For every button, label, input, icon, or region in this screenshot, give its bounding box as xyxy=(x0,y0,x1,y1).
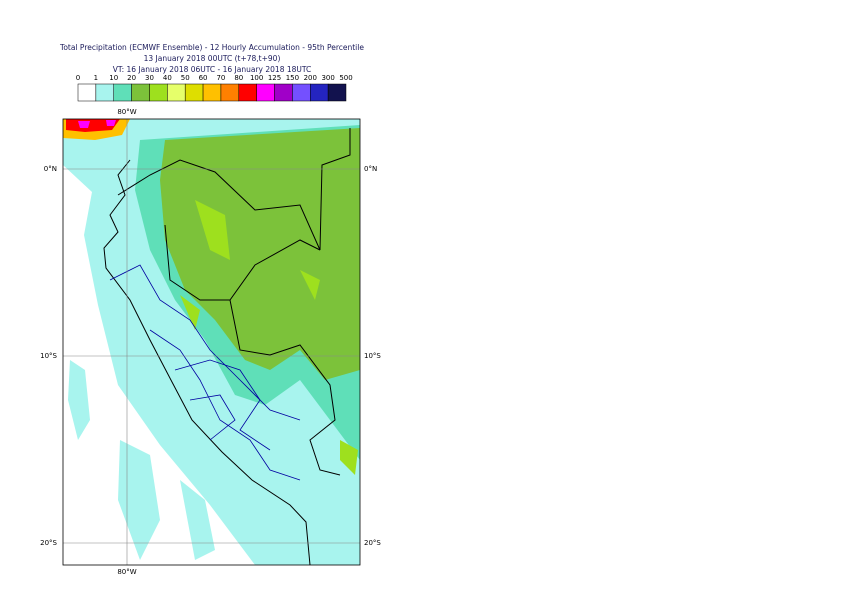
legend-label: 70 xyxy=(216,74,225,82)
map-frame xyxy=(62,118,361,566)
legend-swatch xyxy=(149,83,168,102)
legend-swatch xyxy=(274,83,293,102)
legend-swatch xyxy=(292,83,311,102)
legend-label: 150 xyxy=(286,74,299,82)
map xyxy=(62,118,361,566)
legend-swatch xyxy=(327,83,347,102)
lon-label: 80°W xyxy=(117,108,136,116)
precip-area xyxy=(180,200,358,475)
subtitle: VT: 16 January 2018 06UTC - 16 January 2… xyxy=(113,65,312,74)
graticule xyxy=(63,119,360,565)
title: Total Precipitation (ECMWF Ensemble) - 1… xyxy=(59,43,364,52)
legend-label: 0 xyxy=(76,74,80,82)
lat-label: 10°S xyxy=(40,352,57,360)
lat-label: 20°S xyxy=(40,539,57,547)
lat-label: 0°N xyxy=(44,165,57,173)
legend-label: 20 xyxy=(127,74,136,82)
lat-label: 0°N xyxy=(364,165,377,173)
lat-label: 20°S xyxy=(364,539,381,547)
legend-swatch xyxy=(131,83,150,102)
legend-label: 50 xyxy=(181,74,190,82)
legend-label: 60 xyxy=(199,74,208,82)
legend-swatch xyxy=(202,83,222,102)
legend-label: 500 xyxy=(339,74,352,82)
borders xyxy=(103,128,351,566)
legend-label: 200 xyxy=(304,74,317,82)
legend-swatch xyxy=(256,83,275,102)
legend-swatch xyxy=(77,83,97,102)
legend-swatch xyxy=(220,83,240,102)
precip-area xyxy=(78,120,116,128)
legend-label: 125 xyxy=(268,74,281,82)
legend-swatch xyxy=(167,83,186,102)
legend-swatch xyxy=(310,83,329,102)
colorbar: 0 1 10 20 30 40 50 60 70 80 100 125 150 200 300 500 xyxy=(76,74,353,102)
legend-label: 30 xyxy=(145,74,154,82)
precip-area xyxy=(160,128,360,380)
legend-swatch xyxy=(95,83,114,102)
lon-label: 80°W xyxy=(117,568,136,576)
legend-swatch xyxy=(113,83,132,102)
legend-label: 100 xyxy=(250,74,263,82)
legend-label: 300 xyxy=(321,74,334,82)
subtitle: 13 January 2018 00UTC (t+78,t+90) xyxy=(144,54,281,63)
legend-label: 40 xyxy=(163,74,172,82)
legend-label: 80 xyxy=(234,74,243,82)
legend-swatch xyxy=(238,83,257,102)
legend-label: 10 xyxy=(109,74,118,82)
lat-label: 10°S xyxy=(364,352,381,360)
regions xyxy=(109,264,301,481)
legend-label: 1 xyxy=(94,74,98,82)
precip-area xyxy=(68,360,215,560)
legend-swatch xyxy=(184,83,204,102)
